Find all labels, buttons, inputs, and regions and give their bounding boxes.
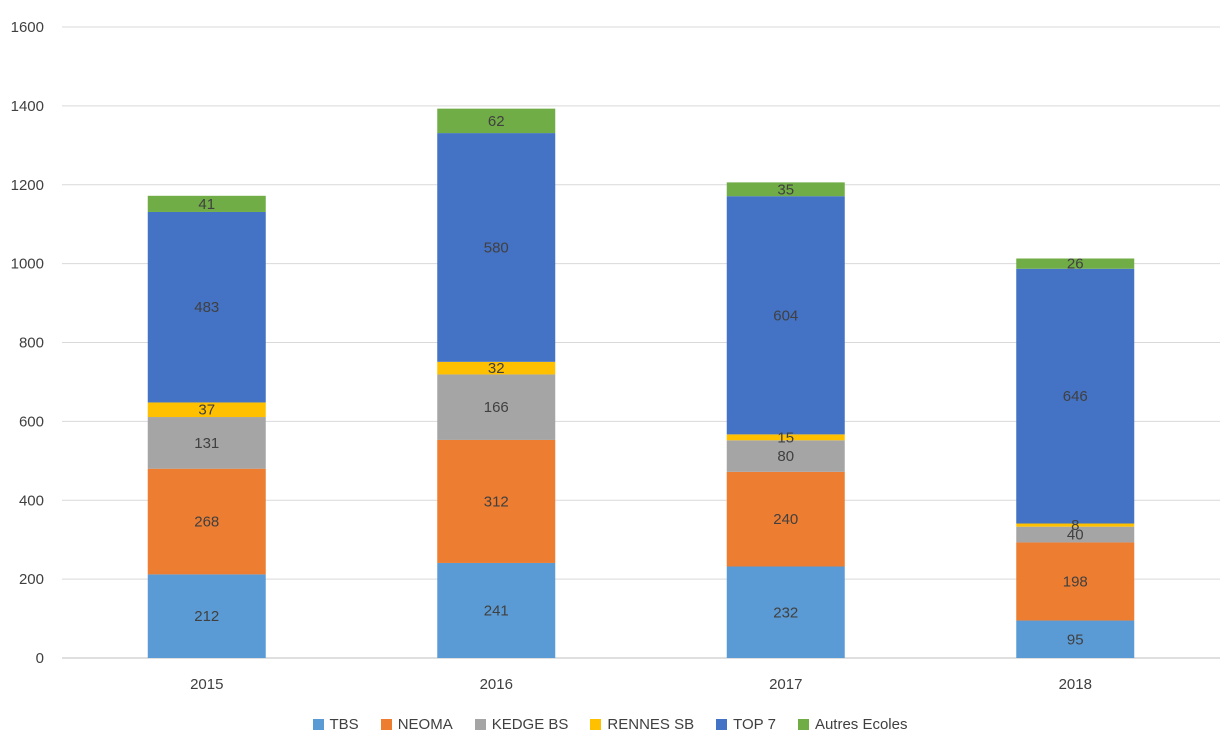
bar-segment [1016,542,1135,621]
legend-swatch [380,718,392,730]
legend-label: RENNES SB [607,715,695,733]
legend-swatch [590,718,602,730]
data-label: 95 [1067,631,1084,648]
bar-segment [437,108,556,134]
bar-segment [726,471,845,567]
data-label: 646 [1063,388,1088,405]
data-label: 15 [777,429,794,446]
bar-segment [147,417,266,469]
legend-swatch [312,718,324,730]
bar-segment [437,374,556,440]
bar-segment [147,402,266,418]
legend-swatch [716,718,728,730]
y-tick-label: 400 [19,492,44,509]
x-tick-label: 2018 [1059,676,1092,693]
legend-label: TBS [329,715,359,733]
bar-segment [147,195,266,212]
data-label: 241 [484,602,509,619]
data-label: 580 [484,239,509,256]
bar-segment [1016,620,1135,658]
legend-item: TOP 7 [716,716,776,733]
legend-swatch [797,718,809,730]
data-label: 232 [773,604,798,621]
bar-segment [437,562,556,658]
data-label: 8 [1071,517,1079,534]
legend-label: KEDGE BS [491,715,569,733]
data-label: 26 [1067,256,1084,273]
data-label: 483 [194,299,219,316]
bars [147,108,1135,658]
y-axis: 0 200 400 600 800 1000 1200 1400 1600 [11,19,44,667]
y-tick-label: 600 [19,413,44,430]
data-label: 198 [1063,573,1088,590]
bar-segment [1016,268,1135,524]
data-label: 240 [773,511,798,528]
bar-segment [726,196,845,435]
bar-segment [147,468,266,575]
bar-segment [437,361,556,375]
data-label: 80 [777,448,794,465]
legend-item: NEOMA [380,715,453,733]
data-label: 41 [198,196,215,213]
data-label: 32 [488,360,505,377]
bar-segment [726,182,845,197]
legend-swatch [474,718,486,730]
bar-segment [437,439,556,563]
y-tick-label: 1000 [11,256,44,273]
data-label: 166 [484,399,509,416]
legend-item: KEDGE BS [474,715,569,733]
data-label: 40 [1067,527,1084,544]
data-label: 62 [488,113,505,130]
x-tick-label: 2017 [769,676,802,693]
x-tick-label: 2016 [480,676,513,693]
y-tick-label: 1400 [11,98,44,115]
bar-segment [147,574,266,658]
bar-segment [147,211,266,403]
legend-item: TBS [312,715,359,733]
legend: TBS NEOMA KEDGE BS RENNES SB TOP 7 Autres Eco… [0,712,1220,736]
y-tick-label: 200 [19,571,44,588]
legend-label: TOP 7 [733,715,776,733]
legend-label: NEOMA [397,715,453,733]
legend-item: RENNES SB [590,716,694,733]
x-axis: 2015 2016 2017 2018 [190,676,1092,693]
data-label: 212 [194,608,219,625]
data-labels: 2122681313748341241312166325806223224080… [194,113,1088,648]
y-tick-label: 0 [36,650,44,667]
bar-segment [726,566,845,658]
data-label: 35 [777,181,794,198]
legend-label: Autres Ecoles [814,715,908,733]
data-label: 312 [484,493,509,510]
data-label: 604 [773,307,798,324]
data-label: 37 [198,402,215,419]
y-tick-label: 1200 [11,177,44,194]
y-tick-label: 1600 [11,19,44,36]
bar-segment [1016,258,1135,269]
y-tick-label: 800 [19,335,44,352]
bar-segment [726,440,845,472]
legend-item: Autres Ecoles [797,715,908,733]
x-tick-label: 2015 [190,676,223,693]
bar-segment [437,133,556,362]
bar-segment [1016,523,1135,527]
bar-segment [726,434,845,441]
data-label: 268 [194,514,219,531]
data-label: 131 [194,435,219,452]
bar-segment [1016,526,1135,543]
